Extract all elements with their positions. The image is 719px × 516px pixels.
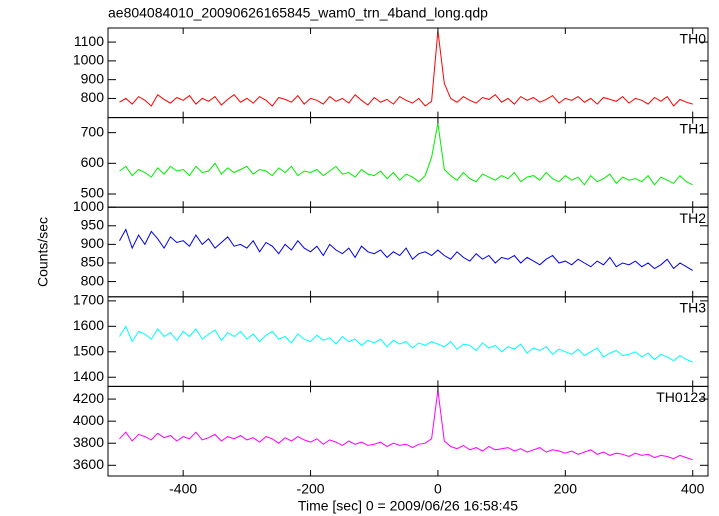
panel-frame [107, 385, 709, 477]
y-tick-label: 1000 [73, 52, 104, 68]
y-tick-label: 4200 [73, 390, 104, 406]
y-tick-label: 1700 [73, 292, 104, 308]
x-tick-label: 400 [681, 481, 705, 497]
data-line [119, 30, 693, 107]
chart-title: ae804084010_20090626165845_wam0_trn_4ban… [108, 5, 488, 21]
y-tick-label: 950 [81, 216, 105, 232]
x-axis-label: Time [sec] 0 = 2009/06/26 16:58:45 [298, 498, 518, 514]
y-tick-label: 700 [81, 123, 105, 139]
data-line [119, 228, 693, 271]
y-tick-label: 600 [81, 154, 105, 170]
y-axis-label: Counts/sec [35, 217, 51, 287]
y-tick-label: 4000 [73, 412, 104, 428]
y-tick-label: 900 [81, 70, 105, 86]
panel-label: TH1 [680, 120, 707, 136]
y-tick-label: 1500 [73, 342, 104, 358]
y-tick-label: 850 [81, 254, 105, 270]
y-tick-label: 3800 [73, 434, 104, 450]
data-line [119, 325, 693, 363]
x-tick-label: 0 [434, 481, 442, 497]
y-tick-label: 1100 [74, 33, 104, 49]
y-tick-label: 500 [81, 185, 105, 201]
data-line [119, 123, 693, 186]
x-tick-label: -400 [169, 481, 197, 497]
panel-frame [107, 27, 709, 119]
panel-label: TH0 [680, 31, 707, 47]
y-tick-label: 1400 [73, 368, 104, 384]
y-tick-label: 1600 [73, 317, 104, 333]
y-tick-label: 3600 [73, 456, 104, 472]
y-tick-label: 900 [81, 235, 105, 251]
x-tick-label: 200 [554, 481, 578, 497]
y-tick-label: 800 [81, 89, 105, 105]
x-tick-label: -200 [297, 481, 325, 497]
data-line [119, 390, 693, 461]
panel-frame [107, 117, 709, 208]
panel-label: TH2 [680, 210, 707, 226]
y-tick-label: 800 [81, 272, 105, 288]
y-tick-label: 1000 [73, 198, 104, 214]
panel-label: TH3 [680, 300, 707, 316]
panel-label: TH0123 [656, 389, 706, 405]
panel-frame [107, 296, 709, 387]
